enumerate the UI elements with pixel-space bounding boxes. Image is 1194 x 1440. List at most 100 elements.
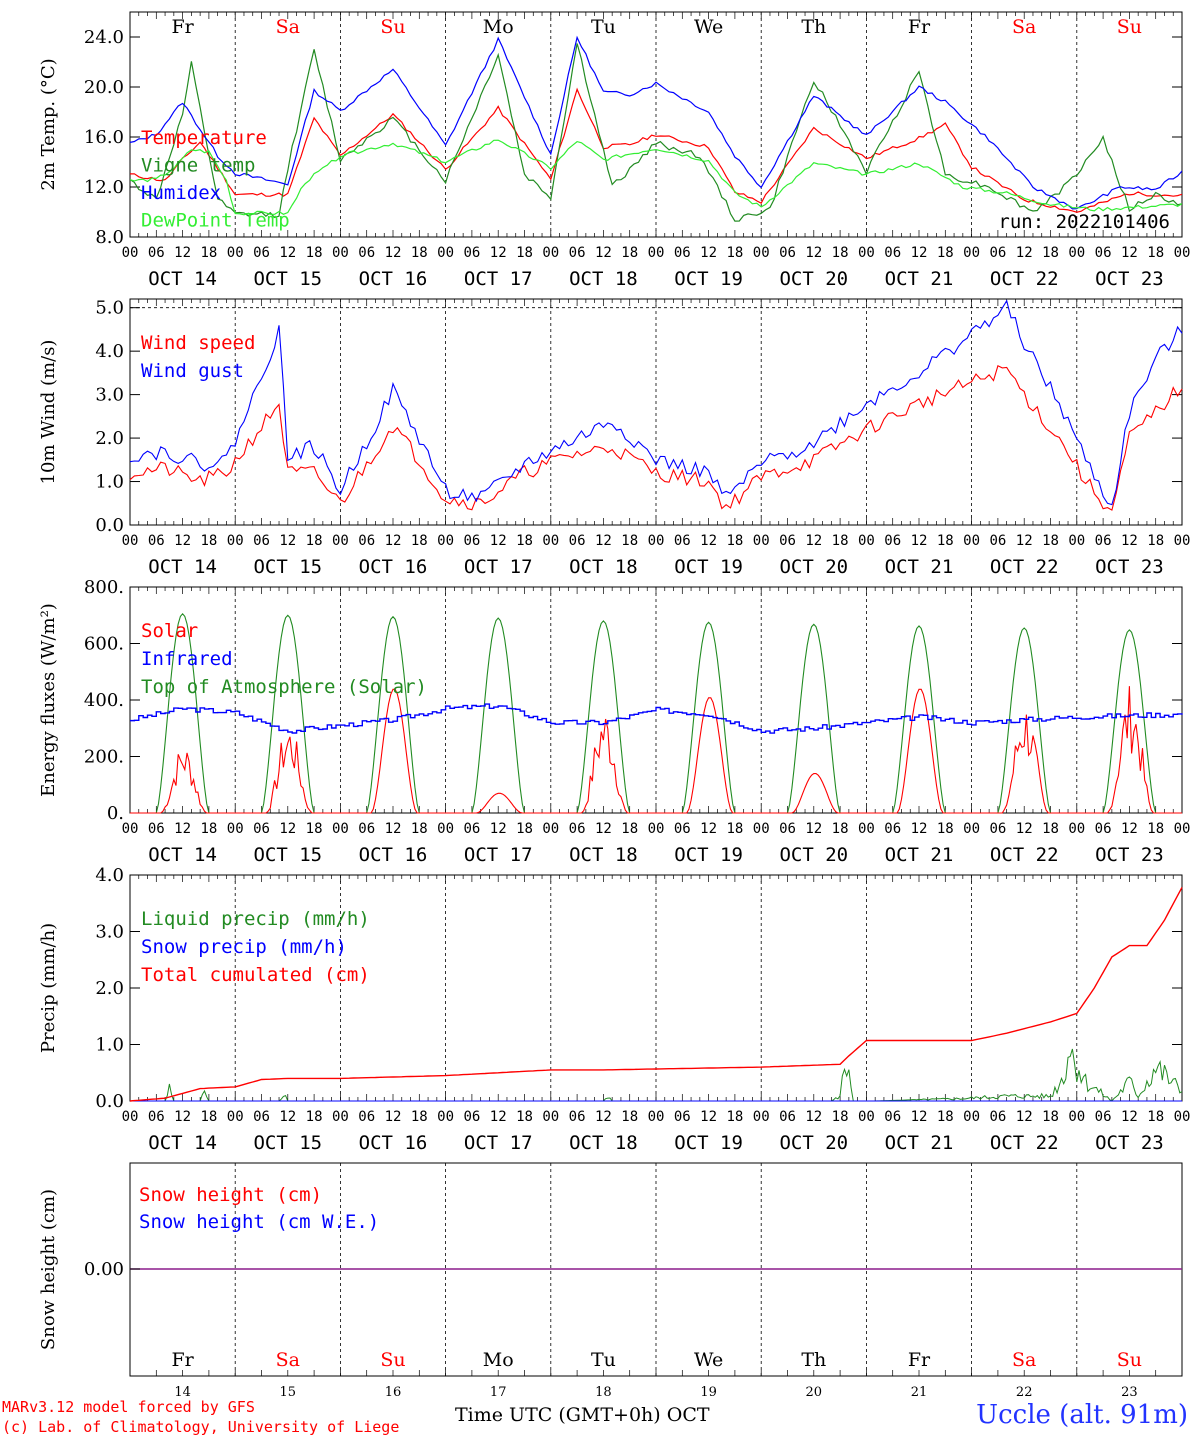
hour-label: 06 xyxy=(148,821,165,837)
date-label: OCT 22 xyxy=(990,268,1059,290)
panel-4: 0.0 1.0 2.0 3.0 4.0 Precip (mm/h) 00 06 12 18 OCT … xyxy=(38,865,1190,1154)
date-label: OCT 17 xyxy=(464,268,533,290)
hour-label: 12 xyxy=(700,533,717,549)
hour-label: 12 xyxy=(385,1109,402,1125)
hour-label: 18 xyxy=(306,533,323,549)
hour-label: 06 xyxy=(1095,1109,1112,1125)
hour-label: 12 xyxy=(700,821,717,837)
hour-label: 18 xyxy=(411,245,428,261)
date-label: OCT 17 xyxy=(464,844,533,866)
hour-label: 00 xyxy=(227,821,244,837)
legend-green: Liquid precip (mm/h) xyxy=(141,908,370,930)
hour-label: 18 xyxy=(1042,1109,1059,1125)
date-label: OCT 21 xyxy=(885,556,954,578)
hour-label: 06 xyxy=(463,1109,480,1125)
hour-label: 00 xyxy=(648,821,665,837)
hour-label: 12 xyxy=(1016,245,1033,261)
hour-label: 18 xyxy=(726,1109,743,1125)
hour-label: 12 xyxy=(490,533,507,549)
panel-2: 0.0 1.0 2.0 3.0 4.0 5.0 10m Wind (m/s) 00 06 12 18… xyxy=(38,298,1190,578)
day-abbr: Fr xyxy=(171,16,194,38)
y-tick-label: 1.0 xyxy=(95,1035,124,1056)
date-label: OCT 23 xyxy=(1095,268,1164,290)
y-tick-label: 600. xyxy=(84,634,124,655)
hour-label: 18 xyxy=(516,821,533,837)
date-label: OCT 22 xyxy=(990,1132,1059,1154)
hour-label: 12 xyxy=(490,1109,507,1125)
hour-label: 18 xyxy=(516,1109,533,1125)
day-number: 19 xyxy=(700,1385,717,1400)
series-lightgreen xyxy=(130,139,1182,216)
date-label: OCT 15 xyxy=(253,1132,322,1154)
hour-label: 00 xyxy=(542,821,559,837)
x-axis-label: Time UTC (GMT+0h) OCT xyxy=(455,1404,710,1426)
day-abbr: Th xyxy=(801,16,826,38)
hour-label: 00 xyxy=(1068,1109,1085,1125)
hour-label: 00 xyxy=(753,1109,770,1125)
hour-label: 06 xyxy=(358,821,375,837)
y-tick-label: 0.0 xyxy=(95,515,124,536)
y-tick-label: 200. xyxy=(84,747,124,768)
x-axis-month: OCT xyxy=(666,1404,710,1426)
hour-label: 18 xyxy=(200,821,217,837)
date-label: OCT 16 xyxy=(359,556,428,578)
hour-label: 12 xyxy=(1016,821,1033,837)
hour-label: 00 xyxy=(122,821,139,837)
hour-label: 00 xyxy=(1068,245,1085,261)
hour-label: 18 xyxy=(726,245,743,261)
hour-label: 12 xyxy=(911,533,928,549)
model-label: MARv3.12 model forced by GFS xyxy=(2,1398,255,1416)
run-label: run: 2022101406 xyxy=(998,211,1170,233)
hour-label: 06 xyxy=(1095,245,1112,261)
legend-blue: Humidex xyxy=(141,182,221,204)
hour-label: 12 xyxy=(595,821,612,837)
hour-label: 00 xyxy=(542,533,559,549)
hour-label: 00 xyxy=(648,533,665,549)
hour-label: 06 xyxy=(779,821,796,837)
hour-label: 06 xyxy=(358,1109,375,1125)
legend-blue: Snow height (cm W.E.) xyxy=(139,1211,379,1233)
hour-label: 12 xyxy=(279,533,296,549)
date-label: OCT 17 xyxy=(464,1132,533,1154)
y-tick-label: 0.00 xyxy=(84,1259,124,1280)
y-tick-label: 2.0 xyxy=(95,428,124,449)
hour-label: 06 xyxy=(463,821,480,837)
y-tick-label: 12.0 xyxy=(84,177,124,198)
date-label: OCT 16 xyxy=(359,268,428,290)
hour-label: 00 xyxy=(858,245,875,261)
hour-label: 06 xyxy=(779,245,796,261)
hour-label: 06 xyxy=(463,533,480,549)
hour-label: 06 xyxy=(989,821,1006,837)
hour-label: 00 xyxy=(122,533,139,549)
hour-label: 12 xyxy=(385,821,402,837)
hour-label: 18 xyxy=(937,1109,954,1125)
hour-label: 00 xyxy=(332,821,349,837)
hour-label: 12 xyxy=(174,1109,191,1125)
day-number: 20 xyxy=(806,1385,823,1400)
hour-label: 00 xyxy=(122,245,139,261)
day-abbr: Sa xyxy=(276,16,300,38)
hour-label: 12 xyxy=(700,245,717,261)
hour-label: 06 xyxy=(148,533,165,549)
hour-label: 00 xyxy=(227,533,244,549)
hour-label: 06 xyxy=(253,1109,270,1125)
legend-red: Snow height (cm) xyxy=(139,1184,322,1206)
hour-label: 06 xyxy=(779,1109,796,1125)
hour-label: 18 xyxy=(200,533,217,549)
legend-lightgreen: DewPoint Temp xyxy=(141,210,290,232)
hour-label: 18 xyxy=(726,821,743,837)
x-axis-title: Time UTC (GMT+0h) xyxy=(455,1404,661,1426)
hour-label: 18 xyxy=(411,821,428,837)
hour-label: 12 xyxy=(279,1109,296,1125)
day-number: 21 xyxy=(911,1385,928,1400)
hour-label: 06 xyxy=(569,533,586,549)
legend-green: Vigne temp xyxy=(141,155,255,177)
day-abbr: Th xyxy=(801,1349,826,1371)
y-tick-label: 3.0 xyxy=(95,922,124,943)
date-label: OCT 14 xyxy=(148,268,217,290)
hour-label: 12 xyxy=(1016,533,1033,549)
hour-label: 18 xyxy=(306,245,323,261)
hour-label: 00 xyxy=(1174,1109,1191,1125)
hour-label: 18 xyxy=(306,1109,323,1125)
